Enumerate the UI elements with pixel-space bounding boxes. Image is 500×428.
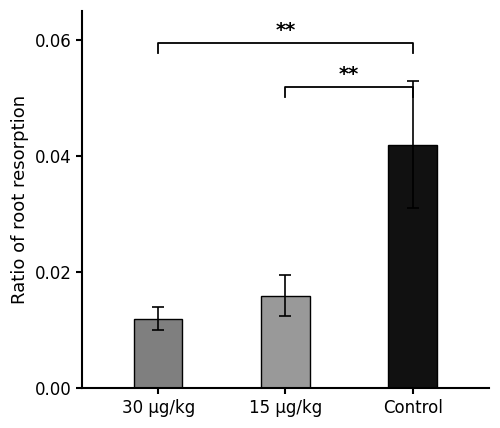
- Y-axis label: Ratio of root resorption: Ratio of root resorption: [11, 95, 29, 304]
- Text: **: **: [339, 65, 359, 84]
- Bar: [262, 296, 310, 389]
- Bar: [134, 319, 182, 389]
- Text: **: **: [276, 21, 295, 40]
- Bar: [388, 145, 437, 389]
